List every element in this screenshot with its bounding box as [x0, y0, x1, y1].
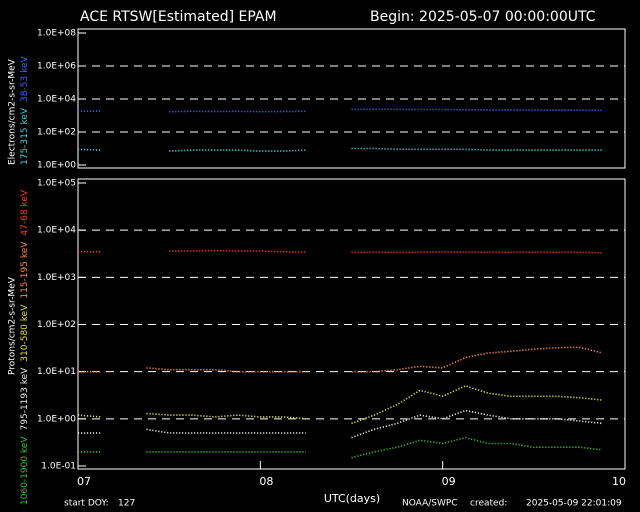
- y-tick-label: 1.0E+05: [37, 179, 76, 189]
- legend-entry: 115-195 keV: [20, 241, 30, 299]
- data-series: [78, 249, 603, 254]
- y-axis-title: Electrons/cm2-s-sr-MeV: [8, 58, 18, 165]
- y-tick-label: 1.0E+08: [37, 29, 76, 39]
- data-series: [77, 147, 603, 152]
- legend-entry: 1060-1900 keV: [20, 436, 30, 505]
- legend-entry: 175-315 keV: [20, 107, 30, 165]
- y-tick-label: 1.0E+04: [37, 226, 76, 236]
- y-tick-label: 1.0E+01: [37, 367, 76, 377]
- data-series: [78, 409, 603, 439]
- legend-entry: 38-53 keV: [20, 55, 30, 101]
- footer-text: start DOY:: [64, 499, 109, 509]
- y-tick-label: 1.0E+04: [37, 95, 76, 105]
- footer-text: 2025-05-09 22:01:09: [526, 499, 622, 509]
- y-tick-label: 1.0E-01: [41, 462, 76, 472]
- x-tick-label: 09: [442, 475, 456, 488]
- x-tick-label: 07: [77, 475, 91, 488]
- x-tick-label: 10: [612, 475, 626, 488]
- y-tick-label: 1.0E+06: [37, 62, 76, 72]
- chart-subtitle: Begin: 2025-05-07 00:00:00UTC: [370, 9, 596, 25]
- y-tick-label: 1.0E+02: [37, 128, 76, 138]
- y-tick-label: 1.0E+00: [37, 161, 76, 171]
- legend-entry: 310-580 keV: [20, 304, 30, 362]
- footer-text: created:: [470, 499, 507, 509]
- x-tick-label: 08: [259, 475, 273, 488]
- y-tick-label: 1.0E+03: [37, 273, 76, 283]
- y-tick-label: 1.0E+02: [37, 320, 76, 330]
- legend-entry: 47-68 keV: [20, 189, 30, 235]
- y-tick-label: 1.0E+00: [37, 414, 76, 424]
- data-series: [77, 108, 603, 113]
- legend: 1060-1900 keV 795-1193 keV 310-580 keV 115-…: [20, 189, 30, 505]
- legend-entry: 795-1193 keV: [20, 367, 30, 431]
- legend: 175-315 keV 38-53 keV: [20, 55, 30, 165]
- data-series: [78, 346, 603, 373]
- data-series: [77, 385, 603, 425]
- footer-text: NOAA/SWPC: [402, 499, 458, 509]
- y-axis-title: Protons/cm2-s-sr-MeV: [8, 276, 18, 375]
- footer-text: 127: [118, 499, 135, 509]
- x-axis-title: UTC(days): [324, 492, 380, 505]
- chart-title: ACE RTSW[Estimated] EPAM: [80, 9, 277, 25]
- data-series: [78, 436, 603, 459]
